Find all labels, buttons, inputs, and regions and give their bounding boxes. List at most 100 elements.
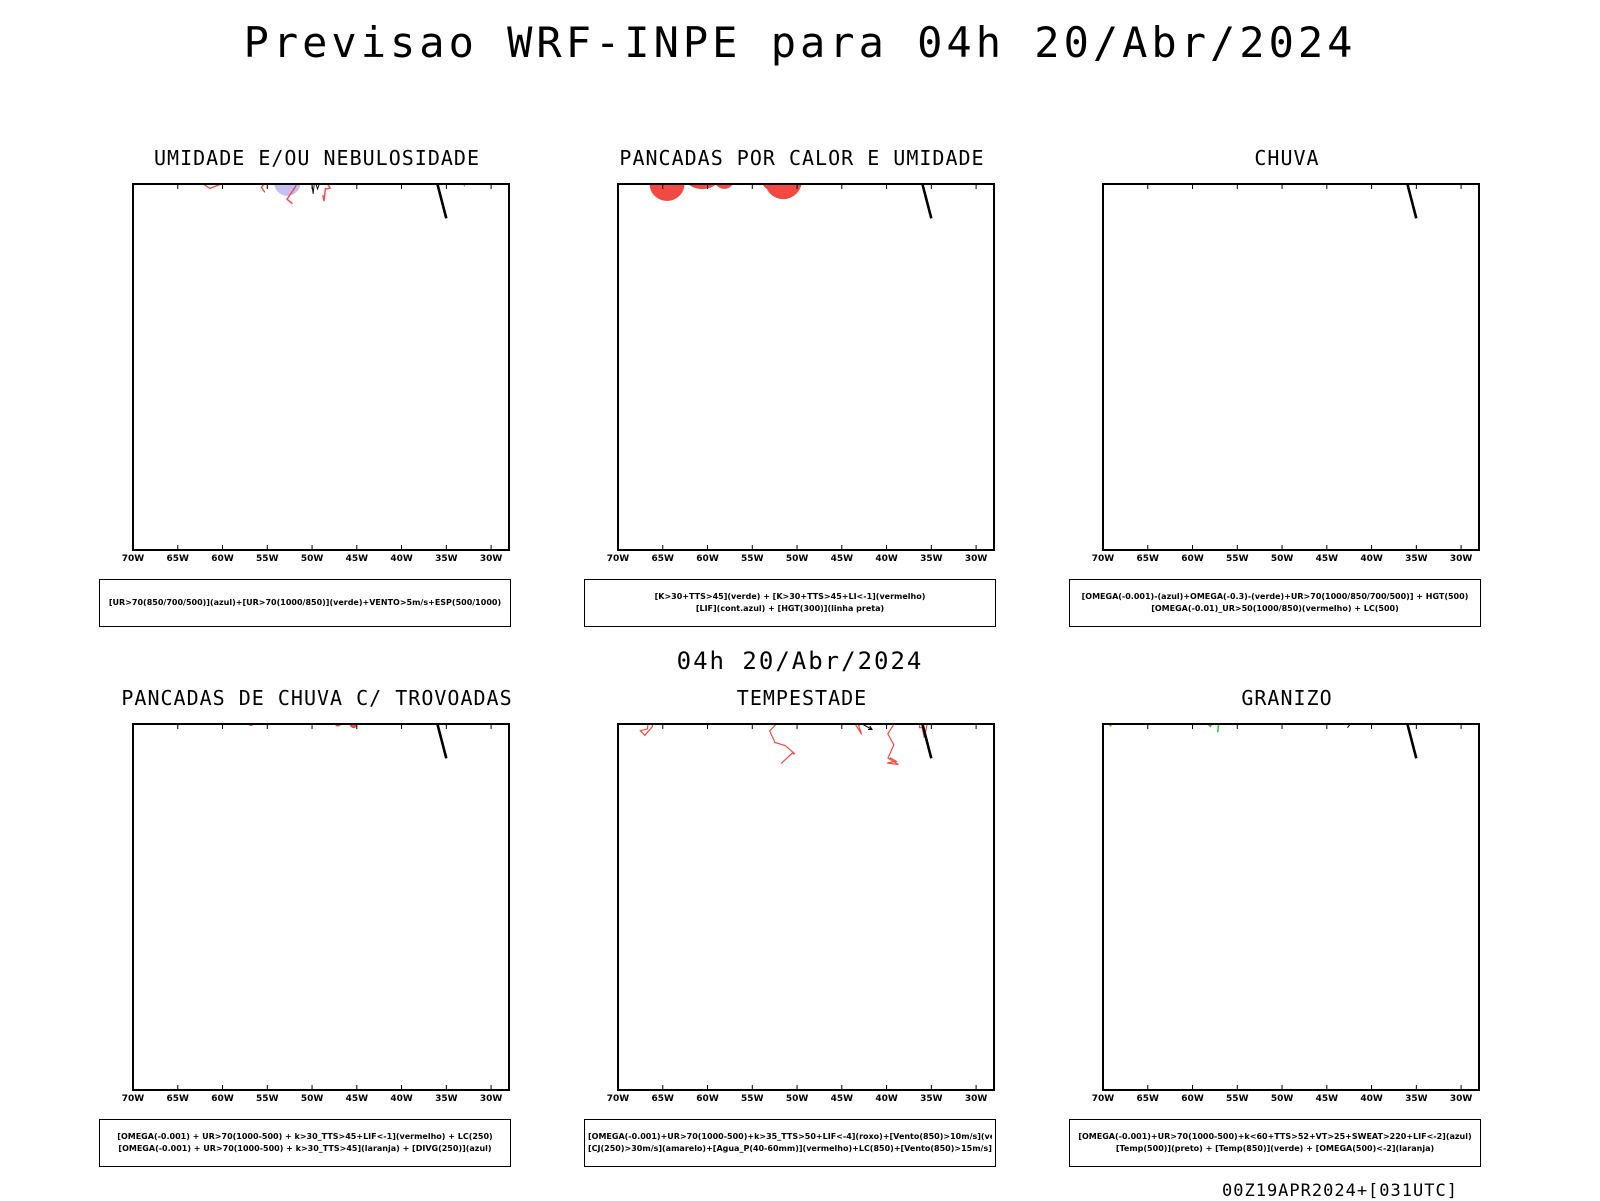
axes: 12S15S18S21S24S27S30S33S36S39S42S70W65W6… — [110, 718, 509, 1104]
shade-blob — [1194, 178, 1202, 181]
lon-tick-label: 35W — [1405, 554, 1428, 564]
main-title: Previsao WRF-INPE para 04h 20/Abr/2024 — [0, 18, 1600, 67]
lon-tick-label: 60W — [211, 554, 234, 564]
lon-tick-label: 40W — [390, 554, 413, 564]
panel-title: GRANIZO — [1067, 686, 1507, 710]
shade-blob — [741, 178, 772, 183]
lon-tick-label: 35W — [1405, 1094, 1428, 1104]
lon-tick-label: 65W — [652, 1094, 675, 1104]
panel-tempestade: TEMPESTADE 12S15S18S21S24S27S30S33S36S39… — [582, 686, 1022, 1196]
shade-blob — [656, 178, 680, 179]
axes: 12S15S18S21S24S27S30S33S36S39S42S70W65W6… — [595, 718, 994, 1104]
contour-line — [1151, 718, 1162, 721]
axes: 12S15S18S21S24S27S30S33S36S39S42S70W65W6… — [595, 178, 994, 564]
lon-tick-label: 60W — [1181, 1094, 1204, 1104]
panel-umidade: UMIDADE E/OU NEBULOSIDADE 10121012101610… — [97, 146, 537, 656]
lon-tick-label: 45W — [346, 554, 369, 564]
shade-blob — [248, 720, 254, 726]
contour-line — [503, 178, 515, 183]
shade-blob — [1221, 178, 1232, 179]
legend-box: [K>30+TTS>45](verde) + [K>30+TTS>45+LI<-… — [584, 579, 996, 627]
contour-line — [887, 721, 898, 765]
contour-line — [293, 178, 323, 180]
lon-tick-label: 50W — [786, 1094, 809, 1104]
map-tempestade: 12S15S18S21S24S27S30S33S36S39S42S70W65W6… — [582, 718, 1022, 1118]
lon-tick-label: 50W — [301, 554, 324, 564]
contour-line — [1348, 718, 1373, 728]
mid-date: 04h 20/Abr/2024 — [0, 647, 1600, 675]
lon-tick-label: 65W — [652, 554, 675, 564]
contour-line — [1369, 718, 1387, 721]
plot-frame — [618, 184, 994, 550]
legend-box: [OMEGA(-0.001)+UR>70(1000-500)+k<60+TTS>… — [1069, 1119, 1481, 1167]
lon-tick-label: 30W — [1450, 1094, 1473, 1104]
plot-frame — [1103, 184, 1479, 550]
legend-line: [K>30+TTS>45](verde) + [K>30+TTS>45+LI<-… — [588, 591, 992, 603]
lon-tick-label: 60W — [211, 1094, 234, 1104]
plot-frame — [618, 724, 994, 1090]
shade-blob — [281, 719, 286, 724]
contour-line — [1201, 718, 1229, 727]
lon-tick-label: 45W — [1316, 1094, 1339, 1104]
contour-line — [640, 718, 652, 735]
lon-tick-label: 45W — [831, 1094, 854, 1104]
footer-stamp: 00Z19APR2024+[031UTC] — [1222, 1181, 1458, 1201]
lon-tick-label: 55W — [741, 1094, 764, 1104]
lon-tick-label: 35W — [920, 554, 943, 564]
shade-blob — [223, 178, 235, 181]
lon-tick-label: 35W — [435, 554, 458, 564]
legend-box: [OMEGA(-0.001)+UR>70(1000-500)+k>35_TTS>… — [584, 1119, 996, 1167]
lon-tick-label: 50W — [301, 1094, 324, 1104]
shade-blob — [665, 178, 697, 179]
contour-line — [218, 178, 231, 181]
legend-box: [UR>70(850/700/500)](azul)+[UR>70(1000/8… — [99, 579, 511, 627]
lon-tick-label: 65W — [1137, 554, 1160, 564]
lon-tick-label: 40W — [1360, 554, 1383, 564]
lon-tick-label: 70W — [122, 1094, 145, 1104]
lon-tick-label: 40W — [1360, 1094, 1383, 1104]
legend-line: [UR>70(850/700/500)](azul)+[UR>70(1000/8… — [103, 597, 507, 609]
shade-blob — [650, 178, 685, 201]
contour-line — [303, 178, 335, 194]
lon-tick-label: 50W — [1271, 1094, 1294, 1104]
map-trovoadas: 12S15S18S21S24S27S30S33S36S39S42S70W65W6… — [97, 718, 537, 1118]
lon-tick-label: 35W — [920, 1094, 943, 1104]
lon-tick-label: 70W — [1092, 1094, 1115, 1104]
panel-granizo: GRANIZO -9-12-12-15-15121512S15S18S21S24… — [1067, 686, 1507, 1196]
streamline — [115, 718, 518, 720]
legend-line: [OMEGA(-0.001)+UR>70(1000-500)+k>35_TTS>… — [588, 1131, 992, 1143]
contour-group — [1090, 718, 1462, 728]
lon-tick-label: 60W — [696, 1094, 719, 1104]
panel-title: UMIDADE E/OU NEBULOSIDADE — [97, 146, 537, 170]
shade-blob — [274, 178, 301, 196]
legend-box: [OMEGA(-0.001)-(azul)+OMEGA(-0.3)-(verde… — [1069, 579, 1481, 627]
lon-tick-label: 70W — [1092, 554, 1115, 564]
map-pancadas-calor: 9680968096809680960096809600952095209440… — [582, 178, 1022, 578]
lon-tick-label: 55W — [1226, 1094, 1249, 1104]
shaded-area — [126, 178, 393, 196]
axes: 12S15S18S21S24S27S30S33S36S39S42S70W65W6… — [110, 178, 509, 564]
shaded-area — [1099, 178, 1233, 183]
panel-trovoadas: PANCADAS DE CHUVA C/ TROVOADAS 12S15S18S… — [97, 686, 537, 1196]
contour-line — [1102, 718, 1118, 720]
contour-line — [1218, 718, 1221, 732]
panel-title: PANCADAS POR CALOR E UMIDADE — [582, 146, 1022, 170]
panel-title: PANCADAS DE CHUVA C/ TROVOADAS — [97, 686, 537, 710]
lon-tick-label: 70W — [607, 1094, 630, 1104]
legend-line: [LIF](cont.azul) + [HGT(300)](linha pret… — [588, 603, 992, 615]
lon-tick-label: 40W — [875, 554, 898, 564]
legend-line: [OMEGA(-0.001) + UR>70(1000-500) + k>30_… — [103, 1131, 507, 1143]
shade-blob — [219, 178, 244, 179]
legend-line: [OMEGA(-0.001)-(azul)+OMEGA(-0.3)-(verde… — [1073, 591, 1477, 603]
contour-line — [765, 718, 785, 721]
map-chuva: 5885825855765705675645615585555735705765… — [1067, 178, 1507, 578]
axes: 12S15S18S21S24S27S30S33S36S39S42S70W65W6… — [1080, 718, 1479, 1104]
legend-line: [Temp(500)](preto) + [Temp(850)](verde) … — [1073, 1143, 1477, 1155]
legend-line: [OMEGA(-0.01)_UR>50(1000/850)(vermelho) … — [1073, 603, 1477, 615]
legend-box: [OMEGA(-0.001) + UR>70(1000-500) + k>30_… — [99, 1119, 511, 1167]
lon-tick-label: 30W — [1450, 554, 1473, 564]
lon-tick-label: 55W — [256, 554, 279, 564]
contour-group — [126, 178, 519, 194]
legend-line: [OMEGA(-0.001)+UR>70(1000-500)+k<60+TTS>… — [1073, 1131, 1477, 1143]
lon-tick-label: 60W — [696, 554, 719, 564]
